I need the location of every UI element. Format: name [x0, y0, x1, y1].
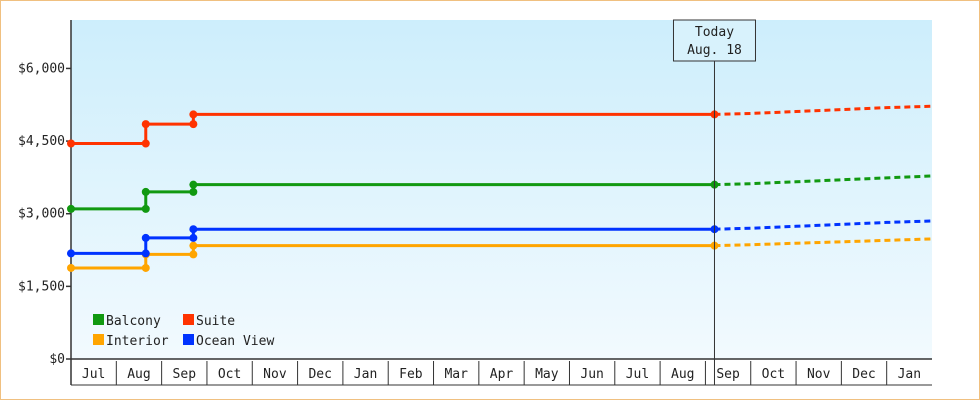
data-point	[67, 139, 75, 148]
data-point	[189, 241, 198, 250]
series-line	[71, 244, 715, 270]
y-tick-label: $1,500	[18, 279, 65, 294]
series-ocean-view	[67, 219, 933, 258]
data-point	[189, 225, 198, 234]
legend-label: Interior	[106, 334, 169, 349]
series-forecast-line	[714, 104, 933, 116]
data-point	[189, 110, 198, 119]
y-tick-label: $4,500	[18, 134, 65, 149]
data-point	[141, 187, 150, 196]
x-tick-label: Nov	[807, 367, 831, 382]
legend-swatch	[183, 334, 194, 345]
data-point	[141, 249, 150, 258]
x-tick-label: Oct	[218, 367, 241, 382]
data-point	[141, 233, 150, 242]
x-tick-label: Sep	[173, 367, 197, 382]
x-tick-label: Jan	[898, 367, 921, 382]
data-point	[189, 187, 198, 196]
data-point	[67, 263, 75, 272]
legend-swatch	[93, 334, 104, 345]
data-point	[67, 249, 75, 258]
x-tick-label: Jun	[580, 367, 603, 382]
series-suite	[67, 104, 933, 148]
series-forecast-line	[714, 174, 933, 187]
y-tick-label: $3,000	[18, 207, 65, 222]
data-point	[141, 120, 150, 129]
x-tick-label: Jul	[82, 367, 105, 382]
plot-background	[71, 20, 932, 359]
x-tick-label: Jul	[626, 367, 649, 382]
x-tick-label: Nov	[263, 367, 287, 382]
series-forecast-line	[714, 219, 933, 231]
y-tick-label: $6,000	[18, 61, 65, 76]
legend-swatch	[93, 314, 104, 325]
legend: Balcony Suite Interior Ocean View	[93, 314, 274, 349]
series-forecast-line	[714, 237, 933, 248]
x-tick-label: Dec	[852, 367, 875, 382]
today-box	[672, 19, 756, 62]
today-date: Aug. 18	[687, 43, 742, 58]
x-tick-label: Aug	[671, 367, 694, 382]
data-point	[189, 250, 198, 259]
legend-label: Balcony	[106, 314, 161, 329]
x-tick-label: Mar	[444, 367, 468, 382]
legend-label: Ocean View	[196, 334, 274, 349]
data-point	[141, 263, 150, 272]
x-tick-label: Feb	[399, 367, 423, 382]
x-tick-label: Apr	[490, 367, 514, 382]
data-point	[67, 204, 75, 213]
series-line	[71, 183, 715, 211]
data-point	[141, 204, 150, 213]
x-ticks: Jul Aug Sep Oct Nov Dec Jan Feb Mar Apr May Jun Jul A…	[70, 361, 921, 385]
series-layer	[67, 104, 933, 272]
x-tick-label: Oct	[762, 367, 785, 382]
series-balcony	[67, 174, 933, 213]
data-point	[141, 139, 150, 148]
data-point	[189, 233, 198, 242]
today-label: Today	[695, 25, 734, 40]
legend-label: Suite	[196, 314, 235, 329]
x-tick-label: Aug	[127, 367, 150, 382]
series-line	[71, 227, 715, 255]
x-tick-label: Sep	[716, 367, 740, 382]
axes	[70, 20, 932, 386]
y-tick-label: $0	[49, 352, 65, 367]
today-marker: Today Aug. 18	[672, 19, 756, 385]
series-line	[71, 112, 715, 145]
legend-swatch	[183, 314, 194, 325]
data-point	[189, 120, 198, 129]
y-ticks: $0 $1,500 $3,000 $4,500 $6,000	[18, 61, 71, 367]
x-tick-label: Dec	[308, 367, 331, 382]
data-point	[189, 180, 198, 189]
x-tick-label: May	[535, 367, 559, 382]
x-tick-label: Jan	[354, 367, 377, 382]
